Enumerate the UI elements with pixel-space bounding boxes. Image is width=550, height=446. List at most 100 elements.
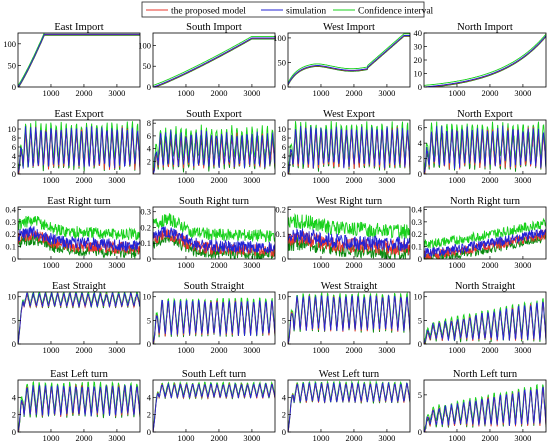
legend-label-simulation: simulation (286, 7, 326, 17)
x-tick-label: 1000 (42, 260, 59, 270)
x-tick-label: 2000 (210, 88, 227, 98)
simulation-series (288, 125, 410, 173)
panel-title: North Export (457, 109, 513, 120)
x-tick-label: 3000 (243, 175, 260, 185)
model-series (288, 382, 410, 432)
simulation-series (153, 299, 275, 344)
x-tick-label: 1000 (448, 175, 465, 185)
model-series (288, 35, 410, 86)
panel-18: West Left turn 1000 2000 3000 0 2 4 (282, 369, 411, 443)
y-tick-label: 5 (12, 315, 16, 325)
x-tick-label: 2000 (481, 345, 498, 355)
y-tick-label: 4 (282, 151, 287, 161)
simulation-series (424, 125, 546, 173)
axes-frame (287, 379, 411, 433)
y-tick-label: 0 (282, 339, 286, 349)
panel-10: West Right turn 1000 2000 3000 0 0.1 0.2 (275, 196, 411, 270)
y-tick-label: 6 (12, 142, 16, 152)
model-series (153, 382, 275, 432)
x-tick-label: 3000 (243, 260, 260, 270)
x-tick-label: 2000 (481, 433, 498, 443)
y-tick-label: 6 (147, 131, 151, 141)
y-tick-label: 0.4 (5, 204, 16, 214)
legend: the proposed model simulation Confidence… (141, 1, 434, 18)
x-tick-label: 2000 (75, 88, 92, 98)
x-tick-label: 1000 (312, 260, 329, 270)
y-tick-label: 0.2 (275, 204, 286, 214)
simulation-series (153, 130, 275, 174)
panel-title: South Export (186, 109, 242, 120)
y-tick-label: 10 (8, 124, 17, 134)
panel-title: East Export (54, 109, 103, 120)
y-tick-label: 0.2 (5, 229, 16, 239)
x-tick-label: 3000 (378, 88, 395, 98)
axes-frame (287, 206, 411, 260)
y-tick-label: 2 (12, 160, 16, 170)
panel-3: North Import 1000 2000 3000 0 10 20 30 40 (414, 22, 547, 98)
x-tick-label: 3000 (243, 88, 260, 98)
model-series (288, 295, 410, 344)
panel-title: West Left turn (319, 369, 380, 380)
panel-title: South Import (186, 22, 242, 33)
y-tick-label: 0.1 (411, 242, 422, 252)
y-tick-label: 0 (147, 427, 151, 437)
simulation-series (153, 226, 275, 253)
x-tick-label: 2000 (75, 175, 92, 185)
y-tick-label: 0 (418, 427, 422, 437)
simulation-series (18, 384, 140, 432)
axes-frame (17, 379, 141, 433)
panel-9: South Right turn 1000 2000 3000 0 0.1 0.2 0.3 (140, 196, 276, 270)
x-tick-label: 3000 (378, 175, 395, 185)
y-tick-label: 0 (282, 169, 286, 179)
x-tick-label: 3000 (108, 88, 125, 98)
ci-series (288, 33, 410, 84)
axes-frame (17, 32, 141, 88)
panel-16: East Left turn 1000 2000 3000 0 2 4 (12, 369, 141, 443)
ci-series-dark (18, 34, 140, 87)
ci-series (18, 380, 140, 429)
x-tick-label: 1000 (448, 433, 465, 443)
y-tick-label: 20 (414, 55, 423, 65)
ci-series-dark (18, 292, 140, 344)
x-tick-label: 1000 (448, 88, 465, 98)
y-tick-label: 0.4 (411, 204, 422, 214)
simulation-series (18, 33, 140, 87)
panel-15: North Straight 1000 2000 3000 0 5 10 (414, 281, 547, 355)
panel-11: North Right turn 1000 2000 3000 0 0.1 0.2 0.3 0.… (411, 196, 547, 270)
panel-17: South Left turn 1000 2000 3000 0 2 4 (147, 369, 276, 443)
ci-series-dark (153, 133, 275, 174)
x-tick-label: 3000 (378, 433, 395, 443)
panel-title: East Right turn (47, 196, 111, 207)
x-tick-label: 3000 (108, 260, 125, 270)
y-tick-label: 10 (414, 69, 423, 79)
simulation-series (424, 301, 546, 344)
simulation-series (288, 227, 410, 252)
ci-series (153, 124, 275, 171)
ci-series (153, 213, 275, 243)
ci-series (288, 380, 410, 432)
x-tick-label: 2000 (75, 433, 92, 443)
y-tick-label: 100 (273, 33, 286, 43)
y-tick-label: 4 (418, 138, 423, 148)
y-tick-label: 40 (414, 28, 423, 38)
axes-frame (423, 119, 547, 175)
y-tick-label: 0 (418, 82, 422, 92)
x-tick-label: 1000 (42, 433, 59, 443)
x-tick-label: 3000 (514, 433, 531, 443)
x-tick-label: 1000 (448, 345, 465, 355)
x-tick-label: 2000 (210, 260, 227, 270)
y-tick-label: 2 (282, 410, 286, 420)
x-tick-label: 1000 (42, 345, 59, 355)
ci-series (424, 217, 546, 250)
panel-title: South Left turn (182, 369, 247, 380)
y-tick-label: 0 (418, 339, 422, 349)
ci-series-dark (288, 382, 410, 432)
axes-frame (423, 291, 547, 345)
simulation-series (18, 225, 140, 252)
model-series (424, 35, 546, 87)
model-series (18, 34, 140, 87)
y-tick-label: 50 (8, 60, 17, 70)
panel-14: West Straight 1000 2000 3000 0 5 10 (278, 281, 411, 355)
y-tick-label: 50 (143, 61, 152, 71)
